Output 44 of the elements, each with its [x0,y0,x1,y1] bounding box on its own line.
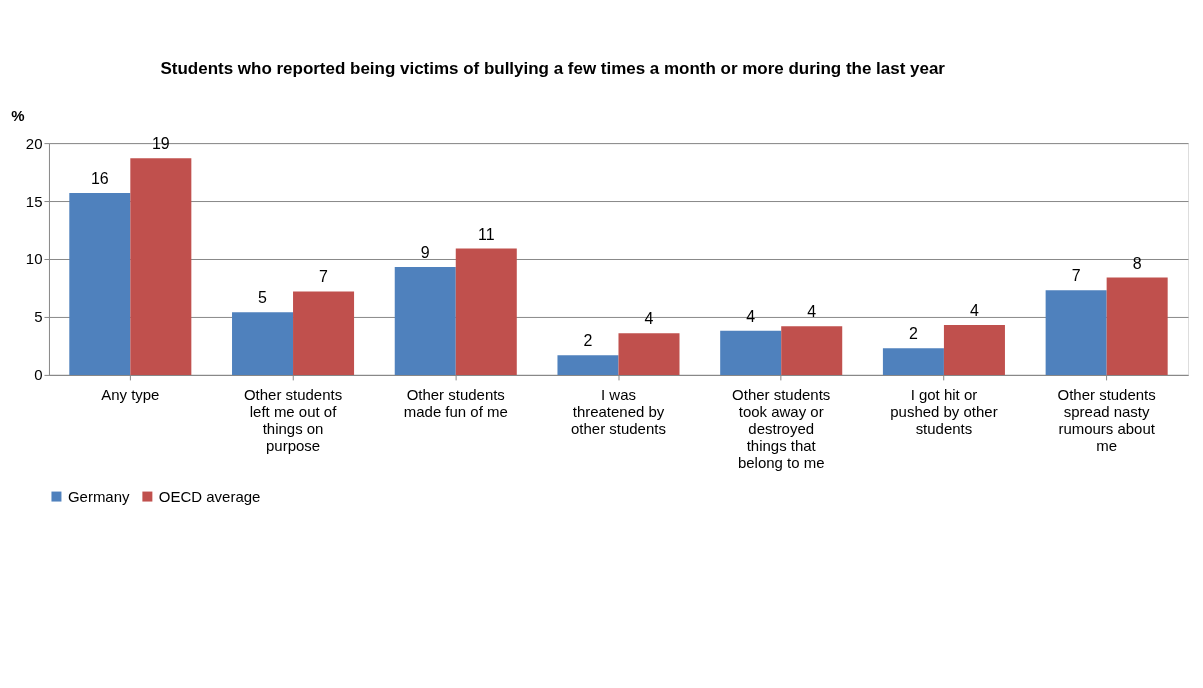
chart-title: Students who reported being victims of bullying a few times a month or more during the last year [160,59,946,79]
x-tick-label: Other students left me out of things on purpose [243,386,343,455]
data-label: 7 [1071,267,1081,285]
y-axis-title: % [11,106,25,124]
bar [130,158,192,375]
bar [455,248,517,375]
bar [781,326,843,375]
bar [394,267,456,375]
data-label: 16 [90,169,109,187]
data-label: 4 [644,310,654,328]
legend-label: Germany [67,487,131,505]
y-tick-label: 15 [25,192,43,210]
x-tick-label: I got hit or pushed by other students [890,386,998,438]
data-label: 4 [807,303,817,321]
data-label: 5 [258,289,268,307]
data-label: 4 [746,307,756,325]
y-tick-label: 10 [25,250,43,268]
data-label: 9 [420,244,430,262]
bar [618,333,680,375]
bar [882,348,944,375]
data-label: 7 [319,268,329,286]
x-tick-label: Other students spread nasty rumours about me [1057,386,1156,455]
x-tick-label: I was threatened by other students [571,386,666,438]
data-label: 4 [969,302,979,320]
bar [557,355,619,375]
bar [720,330,782,375]
bar [293,291,355,375]
data-label: 2 [583,332,593,350]
x-tick-label: Other students took away or destroyed things that belong to me [732,386,831,472]
legend-label: OECD average [158,487,261,505]
y-tick-label: 0 [34,366,43,384]
data-label: 11 [477,225,495,243]
bar [232,312,294,375]
bar [1106,277,1168,375]
y-tick-label: 20 [25,134,43,152]
x-tick-label: Other students made fun of me [403,386,508,421]
data-label: 2 [908,325,918,343]
data-label: 19 [151,135,170,153]
x-tick-label: Any type [101,386,160,404]
y-tick-label: 5 [34,308,43,326]
bar [943,325,1005,375]
bar [1045,290,1107,375]
bar [69,192,131,375]
data-label: 8 [1132,254,1142,272]
